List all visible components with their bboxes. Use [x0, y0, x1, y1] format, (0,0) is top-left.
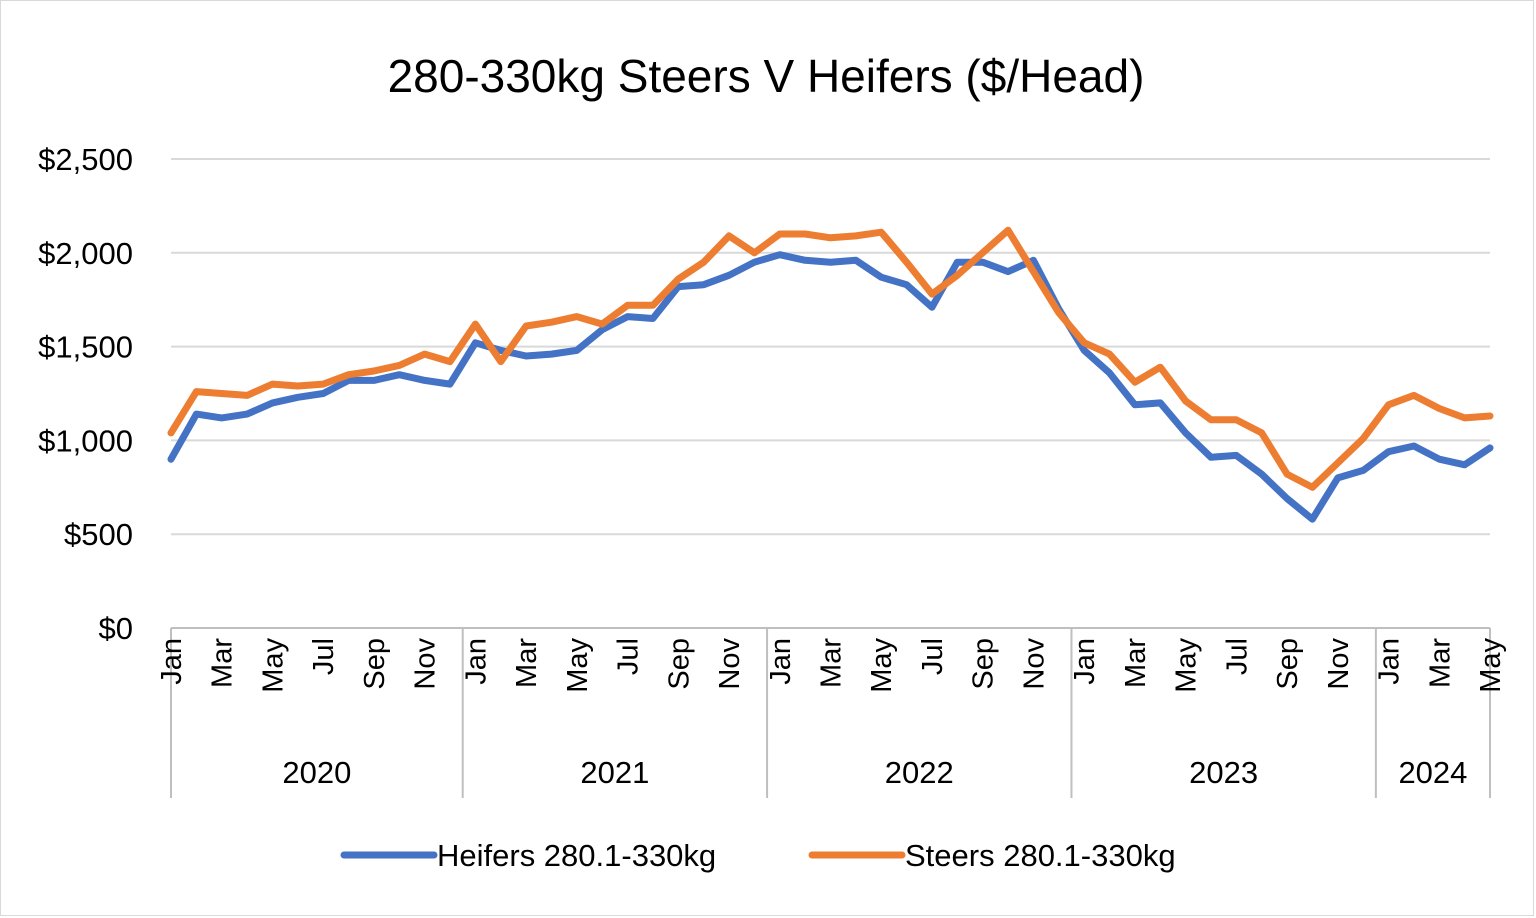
x-tick-label: Mar — [511, 638, 543, 688]
steers-series-line — [167, 226, 1494, 491]
x-tick-label: May — [257, 638, 289, 693]
x-tick-label: Nov — [1018, 638, 1050, 690]
x-tick-label: Jan — [156, 638, 188, 685]
x-tick-label: Mar — [1424, 638, 1456, 688]
year-label: 2020 — [282, 755, 351, 790]
y-axis-ticks: $0 $500 $1,000 $1,500 $2,000 $2,500 — [38, 142, 133, 646]
x-tick-label: Sep — [968, 638, 1000, 690]
x-tick-label: Mar — [207, 638, 239, 688]
legend-label: Heifers 280.1-330kg — [437, 838, 716, 873]
y-tick-label: $500 — [64, 517, 133, 552]
x-tick-label: Sep — [663, 638, 695, 690]
x-tick-label: Jan — [765, 638, 797, 685]
y-tick-label: $0 — [99, 611, 133, 646]
x-tick-label: May — [1475, 638, 1507, 693]
x-tick-label: Jul — [1221, 638, 1253, 675]
x-tick-label: Sep — [359, 638, 391, 690]
x-tick-label: Jul — [308, 638, 340, 675]
x-tick-label: May — [1171, 638, 1203, 693]
y-tick-label: $1,000 — [38, 423, 133, 458]
legend: Heifers 280.1-330kg Steers 280.1-330kg — [340, 838, 1176, 873]
x-tick-label: Jan — [1069, 638, 1101, 685]
year-label: 2022 — [885, 755, 954, 790]
x-tick-label: Nov — [1323, 638, 1355, 690]
year-label: 2021 — [580, 755, 649, 790]
x-tick-label: Nov — [410, 638, 442, 690]
x-tick-label: Nov — [714, 638, 746, 690]
x-axis: 2020 2021 2022 2023 2024 Jan Mar May Jul Sep Nov Ja… — [156, 627, 1507, 798]
x-tick-label: Sep — [1272, 638, 1304, 690]
x-tick-label: May — [866, 638, 898, 693]
heifers-series-line — [167, 251, 1494, 523]
x-tick-label: Jan — [460, 638, 492, 685]
series-lines — [167, 226, 1494, 523]
legend-label: Steers 280.1-330kg — [905, 838, 1176, 873]
x-tick-label: Mar — [816, 638, 848, 688]
x-tick-label: Jul — [917, 638, 949, 675]
year-label: 2023 — [1189, 755, 1258, 790]
x-tick-label: Mar — [1120, 638, 1152, 688]
year-label: 2024 — [1398, 755, 1467, 790]
x-tick-label: Jan — [1374, 638, 1406, 685]
y-tick-label: $2,000 — [38, 236, 133, 271]
chart-title: 280-330kg Steers V Heifers ($/Head) — [388, 50, 1145, 102]
x-tick-label: May — [562, 638, 594, 693]
y-tick-label: $2,500 — [38, 142, 133, 177]
x-tick-label: Jul — [613, 638, 645, 675]
y-tick-label: $1,500 — [38, 330, 133, 365]
